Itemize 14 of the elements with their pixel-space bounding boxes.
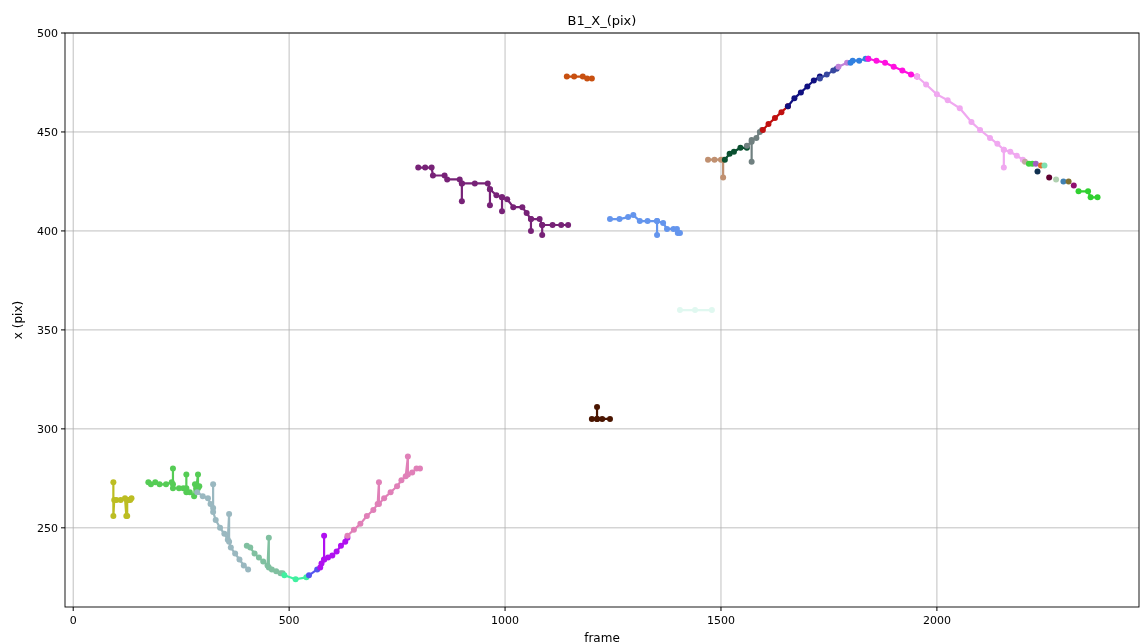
y-axis-title: x (pix): [11, 300, 25, 340]
y-tick-label: 300: [37, 422, 58, 436]
x-axis-title: frame: [584, 631, 620, 643]
chart-title: B1_X_(pix): [567, 13, 637, 28]
x-tick-label: 2000: [922, 614, 951, 627]
x-tick-label: 500: [278, 614, 300, 627]
x-tick-label: 0: [69, 614, 77, 627]
x-tick-label: 1000: [491, 614, 520, 627]
y-tick-label: 250: [37, 521, 58, 535]
y-tick-label: 500: [37, 27, 58, 40]
y-tick-label: 450: [37, 125, 58, 139]
x-tick-label: 1500: [706, 614, 735, 627]
y-tick-label: 400: [37, 224, 58, 238]
y-tick-label: 350: [37, 323, 58, 337]
